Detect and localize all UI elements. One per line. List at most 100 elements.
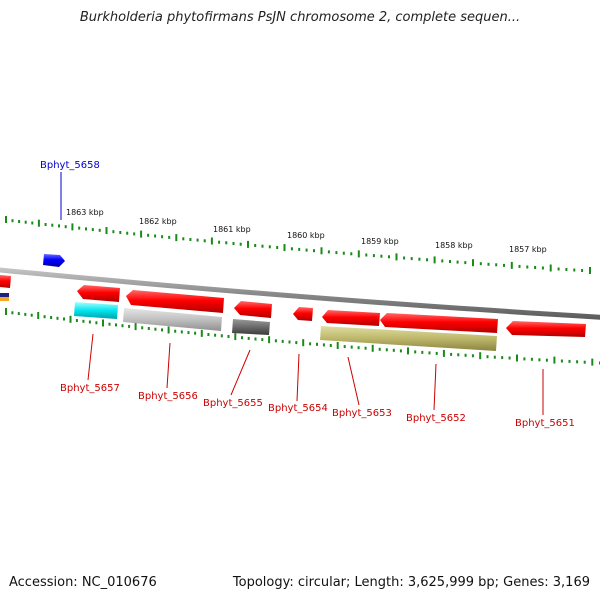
feature-bar-bphyt-5657 — [74, 302, 118, 319]
inner-tick — [141, 326, 144, 330]
gene-label-bphyt-5654[interactable]: Bphyt_5654 — [268, 403, 328, 414]
inner-tick — [583, 360, 586, 364]
inner-tick — [414, 350, 417, 354]
gene-arrow-bphyt-5656[interactable] — [126, 290, 224, 313]
outer-tick — [372, 254, 375, 258]
inner-tick — [167, 326, 170, 334]
inner-tick — [392, 348, 395, 352]
outer-tick — [140, 230, 143, 238]
gene-arrow-bphyt-5653[interactable] — [322, 310, 380, 326]
gene-labels: Bphyt_5658 Bphyt_5657 Bphyt_5656 Bphyt_5… — [40, 160, 575, 429]
outer-tick — [119, 231, 122, 234]
outer-tick — [168, 235, 171, 239]
gene-arrow-bphyt-5657[interactable] — [77, 285, 120, 302]
inner-tick — [241, 336, 243, 340]
gene-arrow-bphyt-5655[interactable] — [234, 301, 272, 318]
leader-bphyt-5654 — [296, 353, 300, 402]
gene-label-bphyt-5653[interactable]: Bphyt_5653 — [332, 408, 392, 419]
inner-tick — [309, 342, 312, 346]
inner-tick — [442, 349, 445, 357]
inner-tick — [464, 353, 467, 357]
scale-label-1863: 1863 kbp — [66, 208, 104, 217]
inner-tick — [399, 349, 402, 353]
outer-tick — [441, 259, 444, 263]
outer-tick — [418, 257, 421, 261]
outer-tick — [232, 242, 235, 245]
inner-tick-track — [5, 308, 600, 366]
inner-tick — [63, 317, 65, 321]
inner-tick — [364, 346, 367, 350]
scale-label-1861: 1861 kbp — [213, 225, 251, 234]
inner-tick — [121, 324, 124, 328]
inner-tick — [30, 313, 33, 317]
gene-label-bphyt-5652[interactable]: Bphyt_5652 — [406, 413, 466, 424]
gene-arrow-bphyt-5651[interactable] — [506, 321, 586, 337]
inner-tick — [247, 336, 250, 340]
outer-tick — [472, 259, 474, 267]
inner-tick — [508, 356, 511, 360]
outer-tick — [495, 263, 498, 267]
outer-tick — [44, 223, 47, 226]
inner-tick — [147, 327, 150, 330]
outer-tick — [541, 266, 544, 270]
outer-tick — [388, 255, 390, 259]
outer-tick — [85, 227, 87, 231]
scale-label-1860: 1860 kbp — [287, 231, 325, 240]
outer-tick — [24, 220, 27, 224]
scale-label-1857: 1857 kbp — [509, 245, 547, 254]
outer-tick — [182, 237, 185, 241]
inner-tick — [161, 328, 163, 332]
inner-tick — [220, 334, 223, 338]
outer-tick — [210, 237, 213, 245]
gene-label-bphyt-5651[interactable]: Bphyt_5651 — [515, 418, 575, 429]
chromosome-backbone — [0, 267, 600, 320]
gene-arrow-bphyt-5652[interactable] — [380, 313, 498, 333]
outer-tick — [51, 223, 54, 227]
scale-label-1862: 1862 kbp — [139, 217, 177, 226]
inner-tick — [187, 331, 190, 335]
inner-tick — [268, 336, 271, 344]
outer-tick — [196, 238, 199, 242]
outer-tick — [573, 268, 576, 272]
inner-tick — [501, 356, 504, 360]
outer-tick — [403, 256, 406, 260]
leader-bphyt-5653 — [347, 356, 360, 406]
gene-label-bphyt-5655[interactable]: Bphyt_5655 — [203, 398, 263, 409]
gene-label-bphyt-5658[interactable]: Bphyt_5658 — [40, 160, 100, 171]
outer-tick — [58, 224, 60, 228]
inner-tick — [24, 312, 27, 316]
outer-tick — [557, 267, 560, 271]
inner-tick — [568, 359, 571, 363]
outer-tick — [37, 219, 40, 227]
inner-tick — [545, 358, 548, 362]
gene-label-bphyt-5657[interactable]: Bphyt_5657 — [60, 383, 120, 394]
outer-tick — [395, 253, 398, 261]
gene-arrow-partial-left[interactable] — [0, 275, 11, 288]
outer-tick — [479, 262, 482, 266]
outer-tick — [456, 260, 459, 264]
gene-arrow-bphyt-5654[interactable] — [293, 307, 313, 321]
outer-tick — [298, 247, 301, 251]
outer-tick — [581, 269, 584, 272]
inner-tick — [227, 335, 230, 338]
outer-tick — [335, 251, 338, 255]
gene-label-bphyt-5656[interactable]: Bphyt_5656 — [138, 391, 198, 402]
gene-arrow-bphyt-5658[interactable] — [43, 254, 65, 267]
inner-tick — [357, 346, 360, 350]
outer-tick — [247, 240, 249, 248]
outer-tick — [305, 248, 308, 252]
outer-tick — [276, 246, 279, 249]
inner-tick — [576, 360, 579, 364]
scale-label-1859: 1859 kbp — [361, 237, 399, 246]
feature-partial-left-navy — [0, 293, 9, 297]
inner-tick — [329, 344, 332, 347]
inner-tick — [115, 323, 117, 327]
inner-tick — [88, 320, 91, 324]
inner-tick — [200, 329, 203, 337]
inner-tick — [435, 351, 438, 355]
outer-tick — [261, 244, 264, 248]
outer-tick — [313, 249, 315, 253]
leader-bphyt-5657 — [87, 333, 94, 381]
feature-partial-left-orange — [0, 297, 9, 301]
